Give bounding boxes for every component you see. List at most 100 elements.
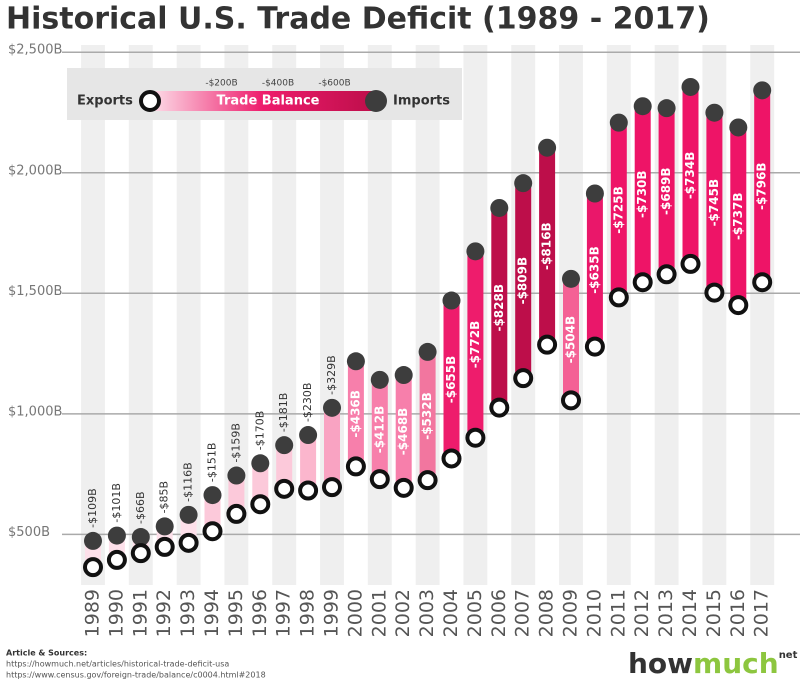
balance-label: -$504B xyxy=(564,316,578,364)
balance-label: -$730B xyxy=(635,170,649,218)
x-tick-label: 1992 xyxy=(153,589,175,637)
export-dot xyxy=(154,536,175,557)
export-dot xyxy=(274,478,295,499)
x-tick-label: 2016 xyxy=(727,589,749,637)
legend-tick-label: -$400B xyxy=(262,79,294,89)
import-dot xyxy=(562,269,580,288)
x-tick-label: 1989 xyxy=(82,589,104,637)
import-dot xyxy=(538,138,557,157)
import-dot xyxy=(609,113,628,132)
balance-bar xyxy=(467,251,484,438)
export-dot xyxy=(632,272,653,293)
x-tick-label: 1996 xyxy=(249,589,271,637)
legend-label: Imports xyxy=(393,94,450,109)
import-dot xyxy=(275,436,294,455)
export-dot xyxy=(728,295,749,316)
import-dot xyxy=(84,531,102,550)
balance-bar xyxy=(491,207,508,408)
balance-label: -$745B xyxy=(707,179,721,227)
balance-label: -$734B xyxy=(683,152,697,200)
y-tick-label: $500B xyxy=(8,525,50,540)
column-band xyxy=(320,45,344,585)
import-dot xyxy=(203,486,222,505)
balance-bar xyxy=(395,375,412,488)
x-tick-label: 2006 xyxy=(488,589,510,637)
import-dot xyxy=(370,370,389,389)
export-dot xyxy=(106,549,127,570)
balance-bar xyxy=(371,379,388,480)
column-band xyxy=(272,45,297,585)
x-tick-label: 2017 xyxy=(751,589,773,637)
legend-label: Trade Balance xyxy=(217,94,320,109)
export-dot xyxy=(656,264,677,285)
balance-bar xyxy=(610,122,627,298)
x-tick-label: 2007 xyxy=(512,589,534,637)
balance-label: -$230B xyxy=(301,383,314,423)
brand-part: net xyxy=(779,650,798,661)
balance-label: -$737B xyxy=(731,193,745,241)
x-tick-label: 2002 xyxy=(392,589,414,637)
legend-gradient xyxy=(150,91,376,111)
source: https://howmuch.net/articles/historical-… xyxy=(6,660,229,669)
column-band xyxy=(176,45,201,585)
import-dot xyxy=(227,466,246,485)
legend-tick-label: -$200B xyxy=(205,79,237,89)
balance-label: -$329B xyxy=(325,355,338,395)
export-dot xyxy=(584,336,605,357)
y-tick-label: $1,000B xyxy=(8,404,62,419)
x-tick-label: 1997 xyxy=(273,589,295,637)
balance-bar xyxy=(419,351,436,481)
import-dot xyxy=(442,291,461,310)
export-dot xyxy=(369,469,390,490)
balance-label: -$635B xyxy=(587,246,601,294)
export-dot xyxy=(345,456,366,477)
x-tick-label: 2011 xyxy=(607,589,629,637)
balance-label: -$412B xyxy=(372,406,386,454)
balance-bar xyxy=(515,183,532,379)
export-dot xyxy=(489,397,510,418)
brand: howmuchnet xyxy=(628,647,798,680)
import-dot xyxy=(107,526,126,545)
export-dot xyxy=(561,390,581,411)
export-dot xyxy=(608,287,629,308)
legend-label: Exports xyxy=(77,94,133,109)
export-dot xyxy=(178,532,199,553)
import-dot xyxy=(346,352,365,371)
column-band xyxy=(367,45,392,585)
balance-label: -$181B xyxy=(277,393,290,433)
export-dot xyxy=(202,521,223,542)
source: https://www.census.gov/foreign-trade/bal… xyxy=(6,671,266,680)
balance-bar xyxy=(228,475,245,514)
balance-bar xyxy=(443,300,460,459)
x-tick-label: 2012 xyxy=(631,589,653,637)
balance-label: -$85B xyxy=(158,481,171,514)
balance-label: -$532B xyxy=(420,392,434,440)
import-dot xyxy=(179,505,198,524)
column-band xyxy=(81,45,105,585)
export-dot xyxy=(83,557,103,578)
x-tick-label: 2005 xyxy=(464,589,486,637)
import-dot xyxy=(681,77,700,96)
column-band xyxy=(415,45,440,585)
import-dot xyxy=(131,528,150,547)
balance-bar xyxy=(634,106,651,283)
balance-label: -$772B xyxy=(468,321,482,369)
brand-part: how xyxy=(628,647,693,680)
import-dot xyxy=(633,97,652,116)
chart-title: Historical U.S. Trade Deficit (1989 - 20… xyxy=(6,2,710,37)
export-dot xyxy=(752,272,773,293)
export-dot xyxy=(322,477,342,498)
import-dot xyxy=(657,99,676,118)
x-tick-label: 1994 xyxy=(201,589,223,637)
x-tick-label: 2004 xyxy=(440,589,462,637)
export-dot xyxy=(226,503,247,524)
balance-label: -$109B xyxy=(86,488,99,528)
balance-label: -$689B xyxy=(659,167,673,215)
balance-label: -$151B xyxy=(206,443,219,483)
export-dot xyxy=(704,282,725,303)
balance-bar xyxy=(276,445,293,489)
legend-tick-label: -$600B xyxy=(318,79,350,89)
y-tick-label: $2,000B xyxy=(8,163,62,178)
column-band xyxy=(128,45,153,585)
export-dot xyxy=(298,480,319,501)
